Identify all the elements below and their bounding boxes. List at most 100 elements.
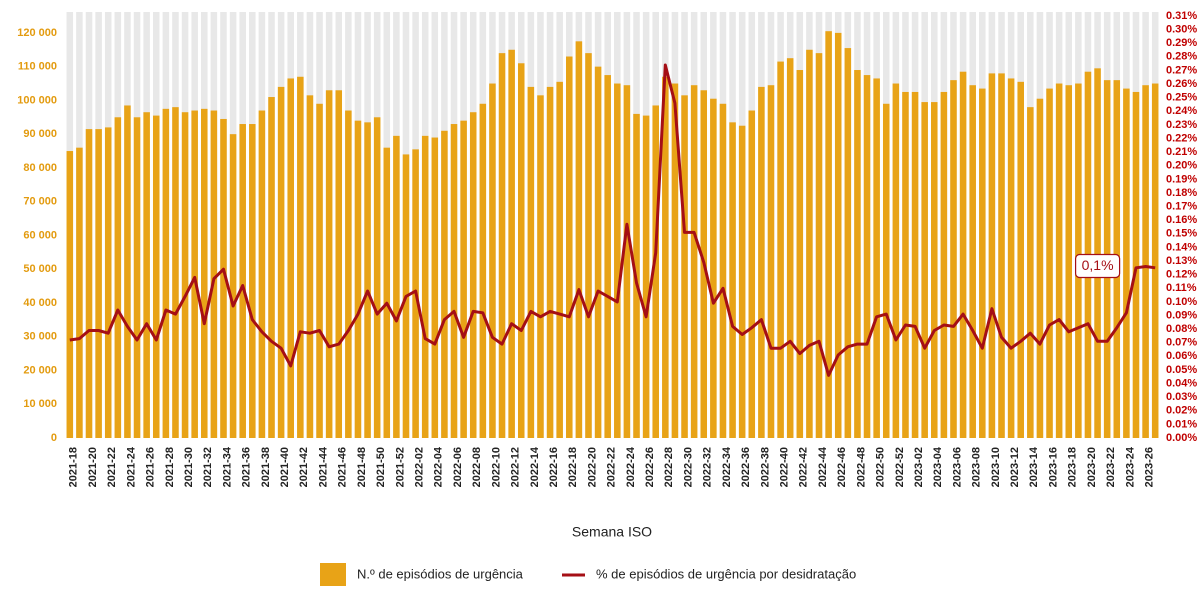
bar [921, 102, 928, 438]
x-tick-label: 2021-48 [356, 447, 368, 487]
y2-tick-label: 0.28% [1166, 51, 1197, 63]
y2-tick-label: 0.16% [1166, 214, 1197, 226]
x-tick-label: 2022-04 [433, 446, 445, 487]
x-tick-label: 2022-16 [548, 447, 560, 487]
bar [614, 83, 621, 439]
bar [546, 86, 554, 439]
bar [729, 122, 736, 439]
bar [1065, 85, 1073, 438]
bar [806, 49, 813, 438]
x-tick-label: 2022-34 [721, 446, 733, 487]
bar [671, 83, 679, 439]
bar [652, 105, 659, 439]
bar [998, 73, 1005, 438]
bar [306, 95, 314, 438]
x-tick-label: 2022-08 [471, 447, 483, 487]
bar [325, 90, 333, 438]
bar [364, 122, 371, 439]
y2-tick-label: 0.21% [1166, 146, 1197, 158]
legend-label: % de episódios de urgência por desidrata… [596, 566, 856, 581]
y2-tick-label: 0.02% [1166, 405, 1197, 417]
bar [863, 75, 871, 438]
x-tick-label: 2021-42 [298, 447, 310, 487]
y-tick-label: 120 000 [17, 27, 57, 39]
annotation-box [1074, 253, 1121, 279]
x-tick-label: 2022-46 [836, 447, 848, 487]
x-tick-label: 2021-24 [125, 446, 137, 487]
y-tick-label: 20 000 [23, 364, 57, 376]
bar [297, 76, 304, 438]
x-tick-label: 2023-24 [1124, 446, 1136, 487]
x-tick-label: 2021-18 [68, 447, 80, 487]
x-tick-label: 2021-38 [260, 447, 272, 487]
bar [220, 118, 227, 438]
bar [95, 129, 102, 438]
x-tick-label: 2021-20 [87, 447, 99, 487]
bar [566, 56, 573, 439]
y2-tick-label: 0.01% [1166, 418, 1197, 430]
bar [354, 120, 362, 438]
x-tick-label: 2021-28 [164, 447, 176, 487]
bar [777, 61, 784, 439]
bar [767, 85, 775, 438]
bar [950, 80, 957, 439]
y2-tick-label: 0.09% [1166, 309, 1197, 321]
bar [575, 41, 583, 438]
bar [258, 110, 266, 438]
bar [892, 83, 900, 439]
x-tick-label: 2023-16 [1047, 447, 1059, 487]
y2-tick-label: 0.27% [1166, 64, 1197, 76]
bar [758, 86, 765, 439]
bar [594, 66, 602, 438]
bar [383, 147, 391, 438]
bar [1123, 88, 1130, 439]
y2-tick-label: 0.05% [1166, 364, 1197, 376]
x-tick-label: 2021-50 [375, 447, 387, 487]
x-tick-label: 2022-40 [778, 447, 790, 487]
bar [556, 81, 563, 438]
bar [979, 88, 986, 439]
bar [873, 78, 880, 439]
bar [786, 58, 794, 438]
bar [143, 112, 150, 438]
x-tick-label: 2021-36 [241, 447, 253, 487]
bar [393, 135, 400, 438]
y-tick-label: 90 000 [23, 128, 57, 140]
bar [1036, 98, 1044, 438]
bar [1055, 83, 1063, 439]
y2-tick-label: 0.14% [1166, 241, 1197, 253]
bar [1094, 68, 1101, 438]
bar [460, 120, 467, 438]
x-tick-label: 2023-18 [1067, 447, 1079, 487]
bar [181, 112, 189, 438]
x-tick-label: 2022-44 [817, 446, 829, 487]
bar [210, 110, 218, 438]
x-tick-label: 2021-40 [279, 447, 291, 487]
bar [690, 85, 698, 438]
bar [604, 75, 611, 438]
bar [152, 115, 160, 438]
y-tick-label: 70 000 [23, 196, 57, 208]
y2-tick-label: 0.08% [1166, 323, 1197, 335]
bar [114, 117, 122, 438]
x-tick-label: 2023-06 [951, 447, 963, 487]
x-tick-label: 2022-32 [702, 447, 714, 487]
x-tick-label: 2022-30 [682, 447, 694, 487]
x-tick-label: 2023-14 [1028, 446, 1040, 487]
x-tick-label: 2022-42 [798, 447, 810, 487]
y-tick-label: 0 [51, 432, 57, 444]
bar [1151, 83, 1159, 439]
bar [249, 124, 256, 439]
bar [316, 103, 323, 438]
x-tick-label: 2022-52 [894, 447, 906, 487]
x-tick-label: 2022-48 [855, 447, 867, 487]
line [69, 63, 1156, 377]
y-tick-label: 60 000 [23, 229, 57, 241]
y2-tick-label: 0.13% [1166, 255, 1197, 267]
y2-tick-label: 0.12% [1166, 269, 1197, 281]
x-tick-label: 2022-14 [529, 446, 541, 487]
bar [815, 53, 823, 439]
y-tick-label: 100 000 [17, 94, 57, 106]
x-tick-label: 2022-10 [490, 447, 502, 487]
